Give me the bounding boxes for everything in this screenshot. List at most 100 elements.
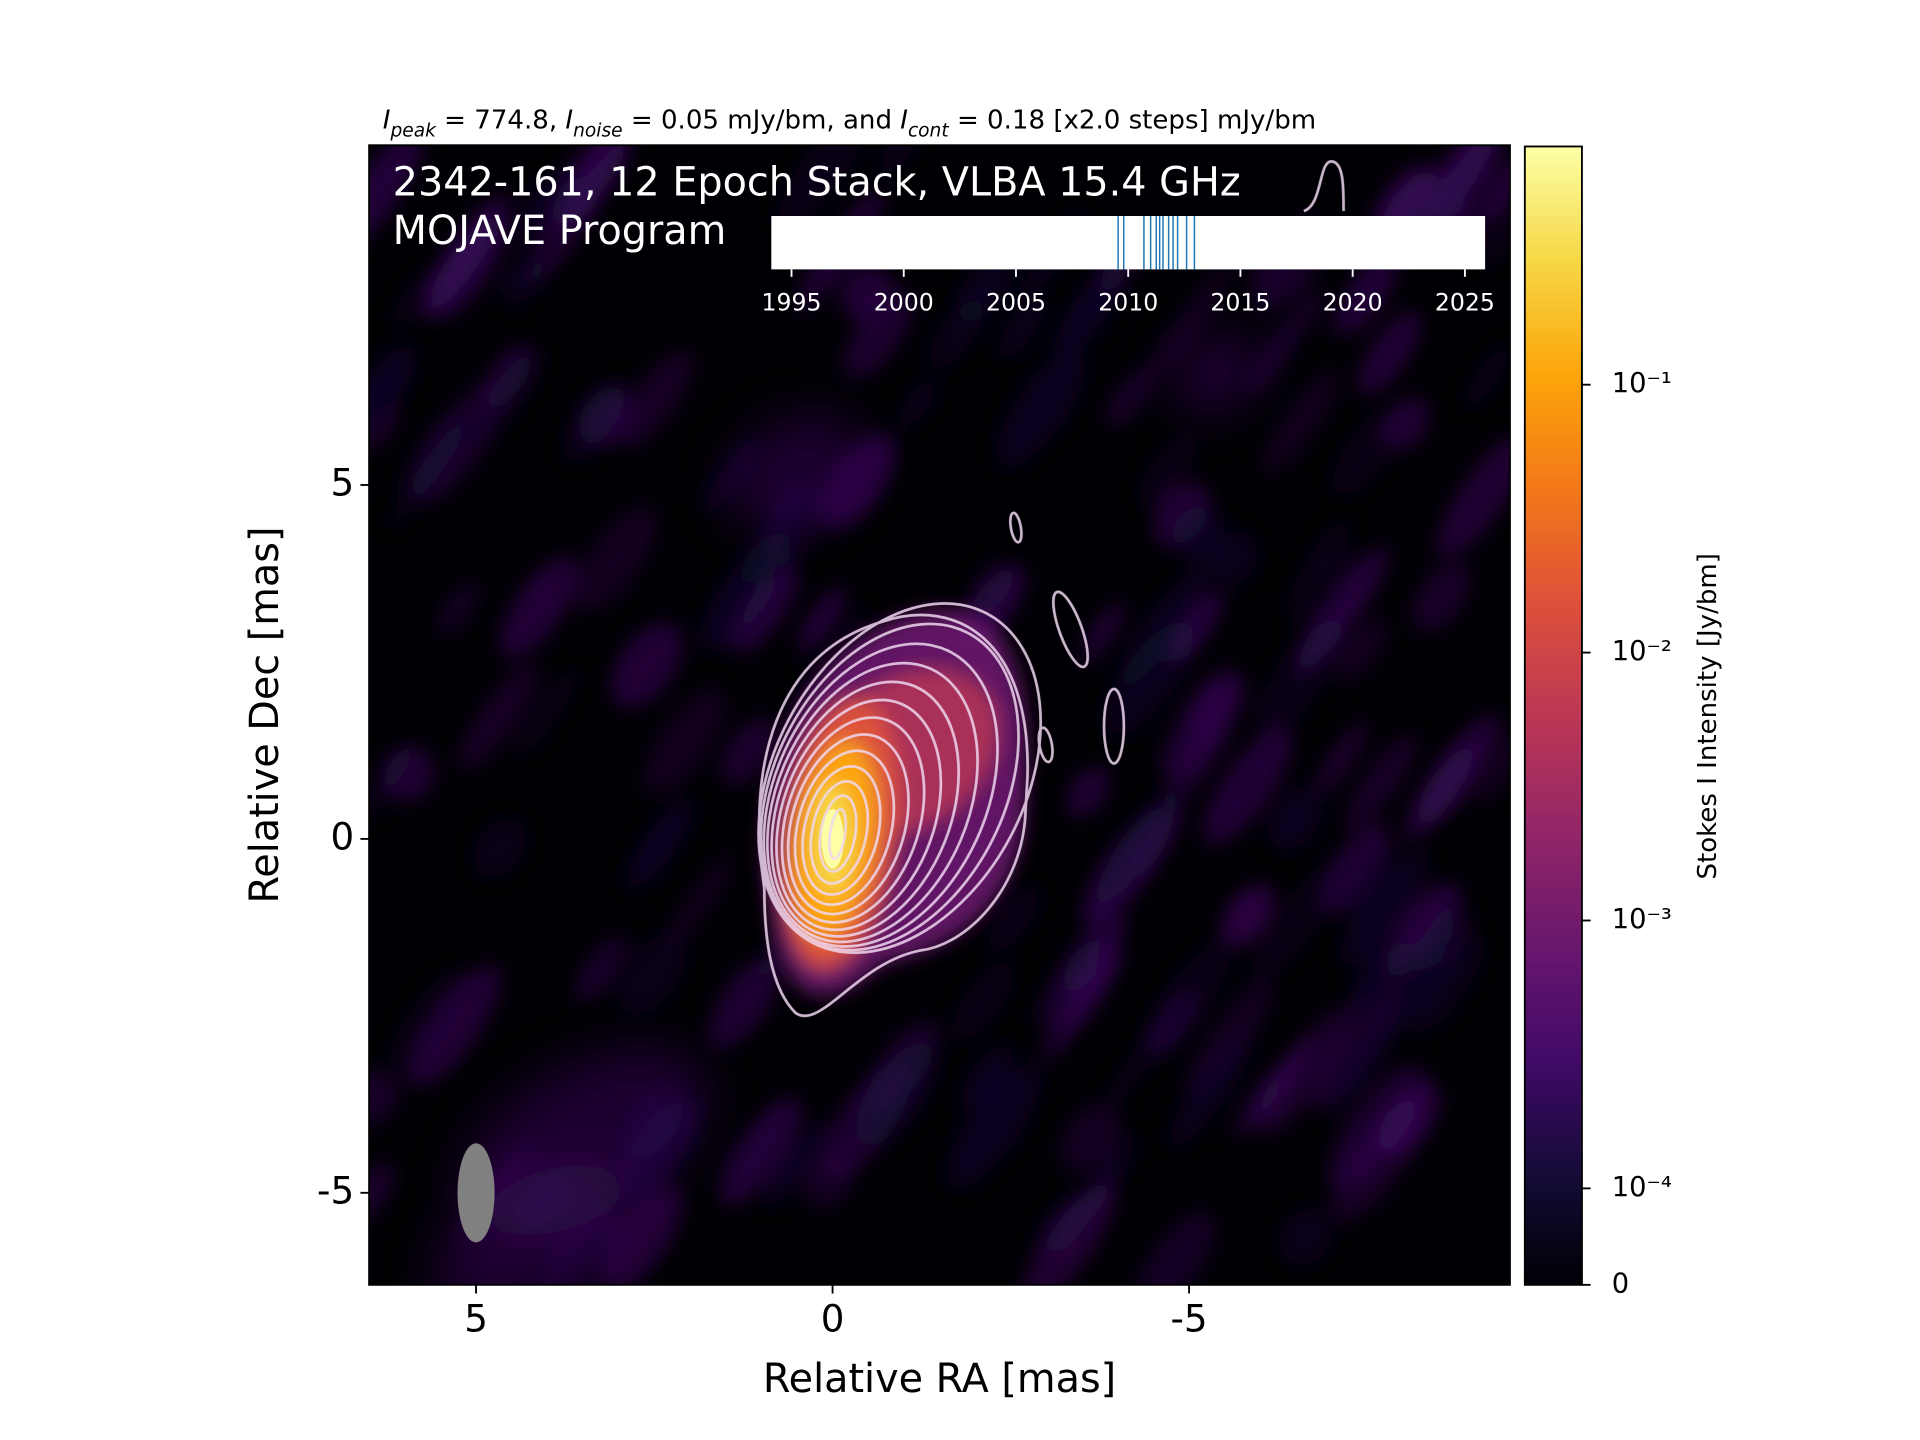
contour (801, 765, 882, 896)
noise-blob (1221, 884, 1275, 947)
noise-blob (1322, 1026, 1391, 1119)
epoch-tick-label: 2000 (874, 289, 934, 317)
noise-blob (1464, 344, 1510, 409)
noise-blob (643, 688, 726, 795)
contour (780, 716, 926, 924)
contour (766, 661, 979, 944)
noise-blob (988, 886, 1040, 952)
annotation: MOJAVE Program (393, 208, 727, 254)
colorbar-tick-label: 10⁻⁴ (1612, 1172, 1672, 1203)
noise-blob (668, 853, 735, 946)
title-part: = 0.05 mJy/bm, and (623, 105, 901, 135)
colorbar-tick-label: 10⁻¹ (1612, 368, 1672, 399)
x-tick-label: 5 (464, 1296, 488, 1340)
beam (457, 1143, 495, 1243)
noise-blob (1287, 545, 1355, 627)
noise-blob (955, 254, 1012, 323)
noise-blob (567, 145, 632, 226)
noise-blob (1340, 850, 1428, 966)
noise-blob (1436, 434, 1510, 558)
noise-blob (1305, 517, 1351, 579)
y-tick-label: 0 (331, 814, 355, 858)
noise-blob (1066, 766, 1110, 818)
contour (828, 807, 848, 860)
noise-blob (1410, 935, 1485, 1034)
noise-blob (1134, 1211, 1216, 1285)
noise-blob (1042, 936, 1120, 1033)
noise-blob (1257, 1008, 1352, 1136)
colorbar-label: Stokes I Intensity [Jy/bm] (1693, 553, 1723, 879)
noise-blob (501, 252, 546, 305)
noise-blob (513, 667, 579, 757)
epoch-tick-label: 2010 (1098, 289, 1158, 317)
noise-blob (1337, 617, 1388, 682)
noise-blob (563, 379, 627, 463)
contour (809, 780, 870, 885)
noise-blob (855, 1042, 938, 1146)
noise-blob (1347, 937, 1405, 1015)
noise-blob (1382, 397, 1430, 451)
noise-blob (732, 565, 800, 653)
title-part: I (565, 105, 573, 135)
noise-blob (725, 414, 865, 529)
noise-blob (626, 800, 694, 889)
noise-blob (777, 145, 868, 231)
title-part: I (900, 105, 908, 135)
title-part: peak (389, 120, 437, 141)
noise-blob (499, 556, 579, 658)
epoch-tick-label: 1995 (762, 289, 822, 317)
noise-blob (1253, 1039, 1313, 1122)
noise-blob (1032, 908, 1117, 1027)
contour (793, 749, 896, 907)
noise-blob (1169, 591, 1224, 663)
title: Ipeak = 774.8, Inoise = 0.05 mJy/bm, and… (383, 105, 1316, 142)
noise-blob (1158, 673, 1238, 778)
contour (818, 794, 858, 873)
image-panel (369, 145, 1510, 1285)
noise-blob (1278, 1208, 1333, 1266)
noise-blob (1169, 1037, 1250, 1147)
y-tick-label: -5 (317, 1168, 354, 1212)
noise-blob (1474, 719, 1510, 805)
noise-blob (720, 717, 777, 786)
noise-blob (1118, 561, 1211, 689)
y-tick-label: 5 (331, 460, 355, 504)
contour (1037, 726, 1054, 764)
noise-blob (1474, 194, 1510, 268)
contour (786, 733, 910, 916)
noise-blob (1337, 841, 1396, 917)
contour (1051, 590, 1090, 669)
noise-blob (840, 266, 892, 321)
noise-blob (898, 378, 937, 429)
noise-blob (1314, 721, 1369, 795)
noise-blob (1249, 861, 1342, 986)
x-tick-label: 0 (821, 1296, 845, 1340)
noise-blob (437, 582, 479, 636)
noise-blob (1318, 824, 1389, 915)
noise-blob (1372, 921, 1459, 1038)
noise-blob (998, 301, 1043, 358)
noise-blob (1247, 288, 1323, 393)
noise-blob (1404, 745, 1475, 841)
noise-blob (599, 1186, 684, 1285)
noise-blob (1095, 789, 1180, 905)
noise-blob (1477, 152, 1510, 224)
contour (757, 613, 1029, 1018)
noise-blob (1268, 788, 1323, 850)
contour (1008, 511, 1023, 544)
noise-blob (388, 414, 470, 529)
title-part: = 774.8, (436, 105, 566, 135)
epoch-timeline (771, 216, 1486, 270)
plot-frame (368, 144, 1511, 1286)
noise-blob (408, 964, 502, 1088)
x-tick-label: -5 (1171, 1296, 1208, 1340)
contours (757, 160, 1345, 1018)
noise-blob (1170, 331, 1264, 414)
contour (775, 698, 943, 932)
epoch-tick-label: 2015 (1210, 289, 1270, 317)
noise-blob (1378, 1081, 1441, 1158)
noise-blob (575, 505, 658, 612)
noise-blob (1207, 531, 1258, 586)
title-part: I (383, 105, 391, 135)
